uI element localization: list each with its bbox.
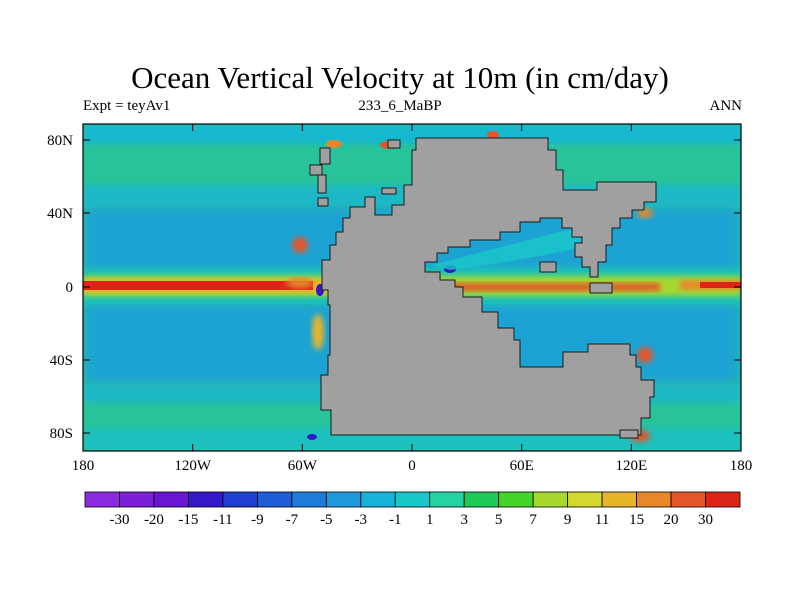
colorbar-swatch — [498, 491, 534, 508]
colorbar-swatch — [360, 491, 396, 508]
colorbar-swatch — [291, 491, 327, 508]
y-tick-label: 80S — [50, 426, 73, 442]
x-axis-labels: 180 120W 60W 0 60E 120E 180 — [72, 458, 753, 474]
colorbar-label: 11 — [595, 512, 609, 528]
colorbar-label: -7 — [286, 512, 299, 528]
colorbar-swatch — [188, 491, 224, 508]
x-tick-label: 60W — [288, 458, 318, 474]
colorbar-label: 5 — [495, 512, 503, 528]
y-tick-label: 80N — [47, 133, 73, 149]
colorbar-label: -5 — [320, 512, 333, 528]
colorbar-label: 20 — [664, 512, 679, 528]
x-tick-label: 0 — [408, 458, 416, 474]
colorbar-swatch — [153, 491, 189, 508]
y-tick-label: 0 — [66, 280, 74, 296]
colorbar-label: 30 — [698, 512, 713, 528]
y-tick-label: 40N — [47, 206, 73, 222]
y-axis-labels: 80N 40N 0 40S 80S — [47, 133, 73, 442]
colorbar-swatch — [325, 491, 362, 508]
colorbar-swatch — [636, 491, 672, 508]
colorbar-swatch — [429, 491, 465, 508]
colorbar-swatch — [394, 491, 431, 508]
colorbar-swatch — [601, 491, 637, 508]
axis-ticks — [82, 124, 742, 451]
colorbar-swatch — [256, 491, 293, 508]
colorbar-label: 15 — [629, 512, 644, 528]
islands — [309, 139, 639, 439]
colorbar-label: -9 — [251, 512, 264, 528]
y-tick-label: 40S — [50, 353, 73, 369]
colorbar-label: -11 — [213, 512, 232, 528]
colorbar-label: -15 — [178, 512, 198, 528]
colorbar-swatch — [84, 491, 120, 508]
colorbar-labels: -30 -20 -15 -11 -9 -7 -5 -3 -1 1 3 5 7 9 11 15 20 30 — [109, 512, 713, 528]
colorbar-label: -30 — [109, 512, 129, 528]
season-label: ANN — [709, 98, 743, 114]
colorbar-swatch — [670, 491, 706, 508]
colorbar-swatch — [463, 491, 500, 508]
land-mass — [320, 137, 657, 436]
colorbar-label: 9 — [564, 512, 572, 528]
colorbar — [84, 491, 741, 508]
x-tick-label: 180 — [72, 458, 95, 474]
x-tick-label: 120E — [615, 458, 647, 474]
colorbar-label: -3 — [355, 512, 368, 528]
colorbar-swatch — [567, 491, 603, 508]
colorbar-label: -1 — [389, 512, 402, 528]
x-tick-label: 60E — [510, 458, 534, 474]
colorbar-swatch — [119, 491, 155, 508]
colorbar-swatch — [222, 491, 258, 508]
experiment-label: Expt = teyAv1 — [83, 98, 171, 114]
map-title: Ocean Vertical Velocity at 10m (in cm/da… — [131, 60, 669, 95]
colorbar-label: -20 — [144, 512, 164, 528]
x-tick-label: 120W — [174, 458, 212, 474]
colorbar-label: 7 — [529, 512, 537, 528]
colorbar-swatch — [532, 491, 569, 508]
x-tick-label: 180 — [730, 458, 753, 474]
colorbar-label: 1 — [426, 512, 434, 528]
colorbar-label: 3 — [460, 512, 468, 528]
colorbar-swatch — [705, 491, 741, 508]
timeslice-label: 233_6_MaBP — [358, 98, 442, 114]
